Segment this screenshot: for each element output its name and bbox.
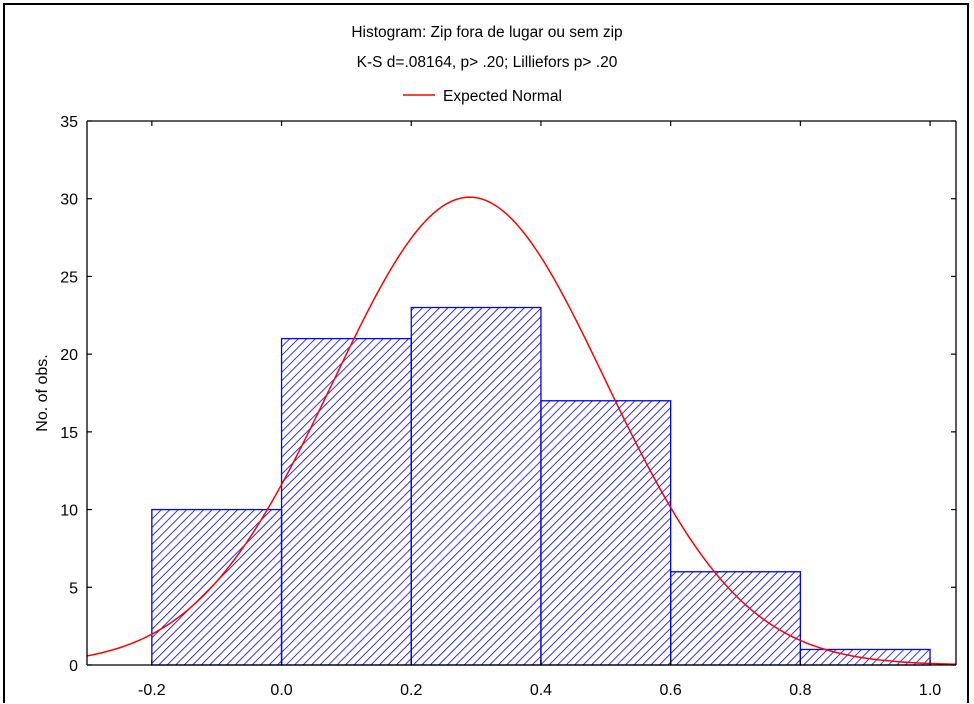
y-tick-label: 5 [69,580,78,597]
x-tick-label: -0.2 [138,682,166,699]
chart-subtitle: K-S d=.08164, p> .20; Lilliefors p> .20 [357,54,618,71]
y-tick-label: 30 [60,192,78,209]
x-tick-label: 0.6 [660,682,682,699]
y-axis-ticks: 0 5 10 15 20 25 30 35 [60,114,956,675]
histogram-bar-5 [670,571,802,666]
axes [86,120,957,666]
y-tick-label: 25 [60,269,78,286]
x-tick-label: 0.4 [530,682,552,699]
chart-frame [3,3,969,703]
histogram-bars [151,306,931,666]
y-tick-label: 0 [69,658,78,675]
x-tick-label: 0.0 [270,682,292,699]
expected-normal-curve [86,196,957,665]
x-tick-label: 0.8 [789,682,811,699]
histogram-bar-1 [151,508,283,666]
x-tick-label: 1.0 [919,682,941,699]
legend: Expected Normal [403,88,562,105]
y-tick-label: 35 [60,114,78,131]
y-tick-label: 15 [60,425,78,442]
histogram-bar-3 [410,306,542,666]
histogram-bar-4 [540,400,672,666]
y-tick-label: 20 [60,347,78,364]
y-axis-title: No. of obs. [34,354,51,431]
x-tick-label: 0.2 [400,682,422,699]
legend-label-expected-normal: Expected Normal [443,88,562,105]
histogram-bar-2 [280,337,412,666]
chart-title: Histogram: Zip fora de lugar ou sem zip [351,24,622,41]
y-tick-label: 10 [60,503,78,520]
x-axis-ticks: -0.2 0.0 0.2 0.4 0.6 0.8 1.0 [138,121,941,699]
